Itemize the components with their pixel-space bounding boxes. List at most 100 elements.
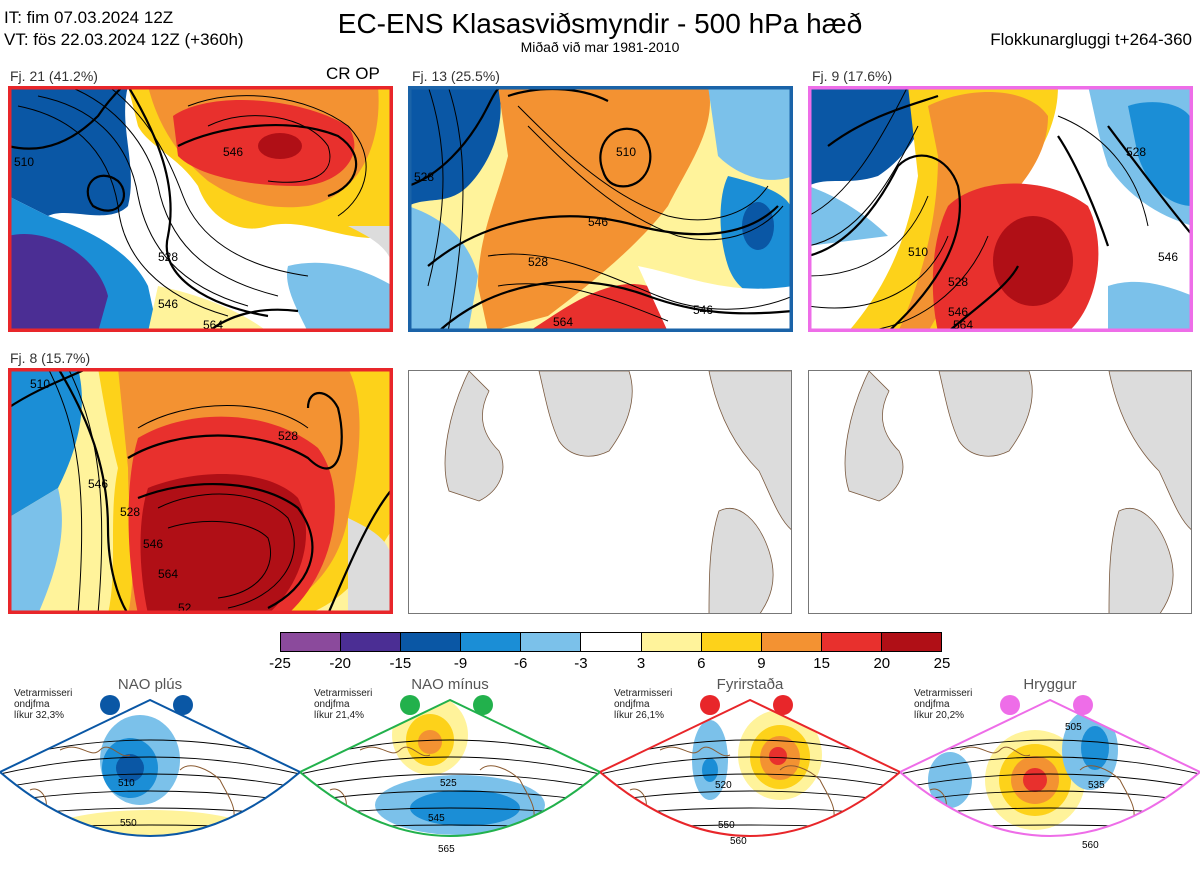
regime-marker-dot [400, 695, 420, 715]
regime-contour-label: 510 [118, 778, 135, 789]
regime-marker-dot [173, 695, 193, 715]
regime-contour-label: 545 [428, 813, 445, 824]
anomaly-shading [1081, 726, 1109, 770]
colorbar-segment [520, 633, 581, 651]
colorbar-tick-label: -20 [329, 655, 352, 672]
regime-marker-dot [100, 695, 120, 715]
regime-frame [0, 698, 300, 837]
regime-marker-dot [1000, 695, 1020, 715]
init-time: IT: fim 07.03.2024 12Z [4, 8, 174, 27]
height-contour [900, 773, 1200, 789]
colorbar-tick-label: 20 [873, 655, 891, 672]
colorbar-tick-label: 15 [813, 655, 830, 672]
svg-text:510: 510 [616, 145, 636, 159]
svg-text:528: 528 [948, 275, 968, 289]
regime-schematic-map: 505 535 560 [900, 695, 1200, 859]
regime-marker-dot [700, 695, 720, 715]
panel-label-4: Fj. 8 (15.7%) [10, 350, 91, 366]
regime-marker-dot [473, 695, 493, 715]
regime-probability-note: Vetrarmisseri ondjfma líkur 26,1% [614, 688, 673, 721]
height-contour [300, 790, 600, 803]
colorbar-segment [880, 633, 942, 651]
regime-contour-label: 520 [715, 780, 732, 791]
height-contour [900, 858, 1200, 859]
height-contour [0, 790, 300, 803]
anomaly-shading [769, 747, 787, 765]
panel-label-3: Fj. 9 (17.6%) [812, 68, 893, 84]
cluster-map-4: 510 528 546 528 546 564 52 [8, 368, 393, 614]
svg-text:546: 546 [948, 305, 968, 319]
colorbar-tick-label: -15 [389, 655, 412, 672]
regime-title: NAO mínus [411, 676, 489, 693]
colorbar-tick-label: -9 [453, 655, 468, 672]
page-subtitle: Miðað við mar 1981-2010 [520, 39, 680, 55]
height-contour [0, 858, 300, 859]
regime-contour-label: 535 [1088, 780, 1105, 791]
svg-text:510: 510 [908, 245, 928, 259]
colorbar-segment [700, 633, 761, 651]
cluster-map-2: 528 510 546 528 564 546 [408, 86, 793, 332]
regime-contour-label: 525 [440, 778, 457, 789]
regime-frame [900, 698, 1200, 837]
height-contour [600, 858, 900, 859]
regime-contour-label: 565 [438, 844, 455, 855]
anomaly-colorbar [280, 632, 942, 652]
height-contour [600, 842, 900, 844]
height-contour [600, 756, 900, 775]
colorbar-tick-label: -6 [514, 655, 528, 672]
colorbar-tick-label: 6 [697, 655, 706, 672]
anomaly-shading [702, 758, 718, 782]
colorbar-segment [640, 633, 701, 651]
regime-contour-label: 550 [718, 820, 735, 831]
regime-frame [300, 698, 600, 837]
anomaly-shading [1011, 845, 1039, 855]
page-title: EC-ENS Klasasviðsmyndir - 500 hPa hæð [337, 8, 863, 39]
svg-text:528: 528 [414, 170, 434, 184]
svg-text:546: 546 [1158, 250, 1178, 264]
valid-time: VT: fös 22.03.2024 12Z (+360h) [4, 30, 244, 49]
colorbar-segment [340, 633, 401, 651]
regime-schematic-map: 510 550 [0, 695, 300, 859]
empty-map-6 [808, 370, 1192, 614]
anomaly-shading [1023, 768, 1047, 792]
regime-contour-label: 550 [120, 818, 137, 829]
colorbar-segment [400, 633, 461, 651]
regime-marker-dot [1073, 695, 1093, 715]
svg-text:546: 546 [693, 303, 713, 317]
anomaly-shading [116, 754, 144, 782]
regime-probability-note: Vetrarmisseri ondjfma líkur 20,2% [914, 688, 973, 721]
height-contour [900, 790, 1200, 803]
height-contour [0, 756, 300, 775]
colorbar-tick-label: 3 [636, 655, 646, 672]
height-contour [300, 858, 600, 859]
regime-frame [600, 698, 900, 837]
svg-text:546: 546 [158, 297, 178, 311]
height-contour [0, 842, 300, 844]
regime-title: NAO plús [117, 676, 183, 693]
cluster-map-1: 510 546 528 546 564 [8, 86, 393, 332]
empty-map-5 [408, 370, 792, 614]
regime-contour-label: 560 [730, 836, 747, 847]
regime-probability-note: Vetrarmisseri ondjfma líkur 21,4% [314, 688, 373, 721]
height-contour [300, 756, 600, 775]
svg-text:528: 528 [1126, 145, 1146, 159]
regime-title: Hryggur [1023, 676, 1077, 693]
svg-text:510: 510 [14, 155, 34, 169]
anomaly-shading [418, 730, 442, 754]
svg-text:546: 546 [223, 145, 243, 159]
colorbar-segment [281, 633, 341, 651]
colorbar-tick-label: -3 [574, 655, 588, 672]
height-contour [900, 756, 1200, 775]
svg-text:528: 528 [278, 429, 298, 443]
regime-contour-label: 505 [1065, 722, 1082, 733]
svg-text:564: 564 [553, 315, 573, 329]
regime-marker-dot [773, 695, 793, 715]
control-run-tag: CR OP [326, 64, 380, 83]
height-contour [300, 773, 600, 789]
classification-window: Flokkunargluggi t+264-360 [990, 30, 1192, 49]
colorbar-segment [460, 633, 521, 651]
svg-text:546: 546 [88, 477, 108, 491]
colorbar-tick-label: 25 [933, 655, 951, 672]
height-contour [0, 773, 300, 789]
colorbar-tick-label: -25 [269, 655, 291, 672]
